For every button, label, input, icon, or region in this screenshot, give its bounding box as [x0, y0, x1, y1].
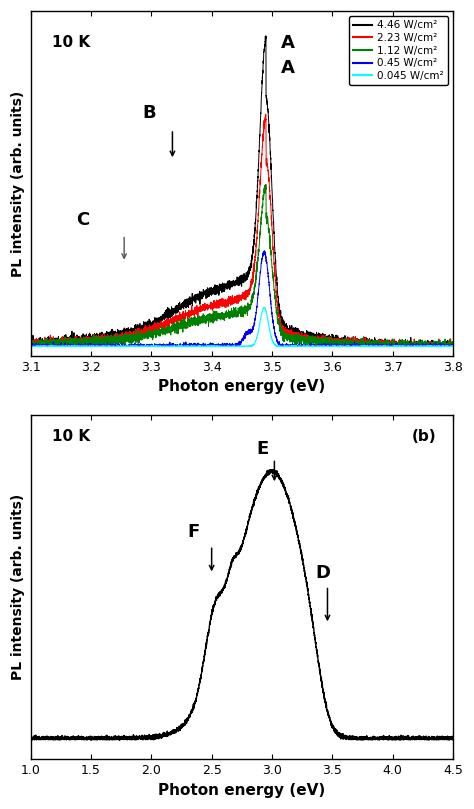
- Text: C: C: [76, 211, 89, 229]
- Text: D: D: [315, 564, 330, 582]
- Legend: 4.46 W/cm², 2.23 W/cm², 1.12 W/cm², 0.45 W/cm², 0.045 W/cm²: 4.46 W/cm², 2.23 W/cm², 1.12 W/cm², 0.45…: [349, 16, 448, 85]
- Text: A: A: [281, 35, 295, 53]
- Text: A: A: [281, 59, 295, 77]
- X-axis label: Photon energy (eV): Photon energy (eV): [158, 379, 326, 394]
- Y-axis label: PL intensity (arb. units): PL intensity (arb. units): [11, 91, 25, 277]
- Text: F: F: [188, 523, 200, 541]
- X-axis label: Photon energy (eV): Photon energy (eV): [158, 783, 326, 798]
- Text: (b): (b): [411, 429, 436, 443]
- Text: B: B: [142, 104, 156, 122]
- Text: 10 K: 10 K: [52, 429, 90, 443]
- Text: E: E: [256, 439, 269, 458]
- Y-axis label: PL intensity (arb. units): PL intensity (arb. units): [11, 494, 25, 680]
- Text: 10 K: 10 K: [52, 36, 90, 50]
- Text: (a): (a): [412, 25, 436, 40]
